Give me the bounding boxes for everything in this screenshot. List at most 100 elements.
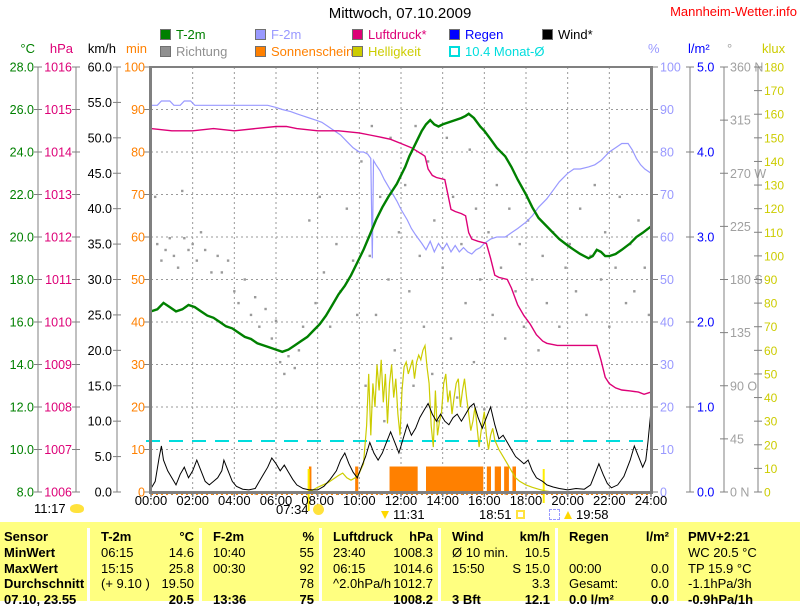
axis-tick-label: 160 <box>764 108 784 122</box>
axis-tick-label: 30 <box>764 415 778 429</box>
table-cell: 07.10, 23.55 <box>0 592 90 607</box>
table-value: 10.5 <box>508 545 555 560</box>
axis-tick-label: 10 <box>660 443 674 457</box>
axis-tick-label: 40 <box>660 316 674 330</box>
table-value: 14.6 <box>134 545 199 560</box>
table-value: 0.0 <box>602 561 674 576</box>
table-value: 92 <box>246 561 319 576</box>
table-cell: 1008.2 <box>322 592 441 607</box>
table-value: 0.0 <box>614 592 674 607</box>
table-cell: Ø 10 min.10.5 <box>441 545 558 561</box>
axis-tick-label: 18.0 <box>10 273 34 287</box>
table-value-time: -1.1hPa/3h <box>677 576 752 591</box>
axis-tick-label: 180 <box>764 61 784 75</box>
table-value: 1012.7 <box>391 576 438 591</box>
axis-tick-label: 270 W <box>730 167 766 181</box>
table-header-unit: °C <box>131 529 199 544</box>
x-axis-label: 16:00 <box>468 493 501 508</box>
axis-tick-label: 80 <box>660 146 674 160</box>
axis-tick-label: 60 <box>131 231 145 245</box>
table-value: 25.8 <box>134 561 199 576</box>
table-header: Wind <box>441 529 484 544</box>
day-length: 11:17 <box>34 501 84 516</box>
axis-tick-label: 1.0 <box>697 401 714 415</box>
table-header-unit: km/h <box>484 529 555 544</box>
axis-tick-label: 110 <box>764 226 783 240</box>
axis-tick-label: 1007 <box>44 443 72 457</box>
table-cell: WC 20.5 °C <box>677 545 800 561</box>
table-value: S 15.0 <box>485 561 555 576</box>
table-value-time: 3 Bft <box>441 592 481 607</box>
axis-tick-label: 100 <box>764 249 784 263</box>
arrow-down-icon <box>381 511 389 519</box>
table-value: 1014.6 <box>366 561 438 576</box>
table-value: 1008.2 <box>322 592 438 607</box>
axis-tick-label: 50 <box>764 367 778 381</box>
table-header: T-2m <box>90 529 131 544</box>
table-cell: MaxWert <box>0 561 90 577</box>
axis-tick-label: 90 <box>764 273 778 287</box>
table-cell: F-2m% <box>202 528 322 545</box>
axis-tick-label: 5.0 <box>95 450 112 464</box>
table-value-time: TP 15.9 °C <box>677 561 752 576</box>
axis-tick-label: 10.0 <box>10 443 34 457</box>
arrow-up-icon <box>564 511 572 519</box>
axis-celsius: 28.026.024.022.020.018.016.014.012.010.0… <box>10 61 42 500</box>
axis-tick-label: 90 <box>131 103 145 117</box>
table-value-time: (+ 9.10 ) <box>90 576 150 591</box>
moon-icon <box>549 509 560 520</box>
axis-kmh: 60.055.050.045.040.035.030.025.020.015.0… <box>88 61 121 500</box>
axis-tick-label: 2.0 <box>697 316 714 330</box>
axis-tick-label: 20 <box>131 401 145 415</box>
table-value-time: 15:15 <box>90 561 134 576</box>
table-value-time: Ø 10 min. <box>441 545 508 560</box>
sunset-time: 18:51 <box>479 507 512 522</box>
axis-tick-label: 40 <box>131 316 145 330</box>
table-header-unit: l/m² <box>609 529 674 544</box>
axis-tick-label: 16.0 <box>10 316 34 330</box>
axis-tick-label: 12.0 <box>10 401 34 415</box>
moonrise: 19:58 <box>549 507 609 522</box>
table-cell: Sensor <box>0 528 90 545</box>
axis-tick-label: 50.0 <box>88 131 112 145</box>
axis-tick-label: 45 <box>730 432 744 446</box>
axis-tick-label: 3.0 <box>697 231 714 245</box>
axis-tick-label: 30 <box>131 358 145 372</box>
axis-tick-label: 8.0 <box>17 486 34 500</box>
axis-tick-label: 25.0 <box>88 308 112 322</box>
axis-tick-label: 55.0 <box>88 96 112 110</box>
table-cell: -1.1hPa/3h <box>677 576 800 592</box>
axis-tick-label: 100 <box>660 61 681 75</box>
axis-tick-label: 10.0 <box>88 415 112 429</box>
axis-tick-label: 1013 <box>44 188 72 202</box>
axis-tick-label: 24.0 <box>10 146 34 160</box>
table-cell <box>558 545 677 561</box>
x-axis-label: 02:00 <box>176 493 209 508</box>
x-axis-label: 24:00 <box>635 493 668 508</box>
table-cell: -0.9hPa/1h <box>677 592 800 607</box>
axis-tick-label: 1016 <box>44 61 72 75</box>
axis-tick-label: 315 <box>730 114 751 128</box>
table-cell: 3.3 <box>441 576 558 592</box>
table-value: 3.3 <box>441 576 555 591</box>
table-header: Regen <box>558 529 609 544</box>
table-cell: T-2m°C <box>90 528 202 545</box>
table-cell: Durchschnitt <box>0 576 90 592</box>
axis-tick-label: 0.0 <box>697 486 714 500</box>
x-axis-label: 14:00 <box>426 493 459 508</box>
axis-lm2: 5.04.03.02.01.00.0 <box>686 61 714 500</box>
table-cell: Gesamt:0.0 <box>558 576 677 592</box>
table-value-time: 15:50 <box>441 561 485 576</box>
series-luftdruck--line <box>151 127 651 395</box>
axis-klux: 1801701601501401301201101009080706050403… <box>754 61 784 500</box>
weather-chart: 28.026.024.022.020.018.016.014.012.010.0… <box>0 0 800 520</box>
table-value-time: 23:40 <box>322 545 366 560</box>
table-value: 75 <box>246 592 319 607</box>
table-value-time: WC 20.5 °C <box>677 545 757 560</box>
table-cell: TP 15.9 °C <box>677 561 800 577</box>
